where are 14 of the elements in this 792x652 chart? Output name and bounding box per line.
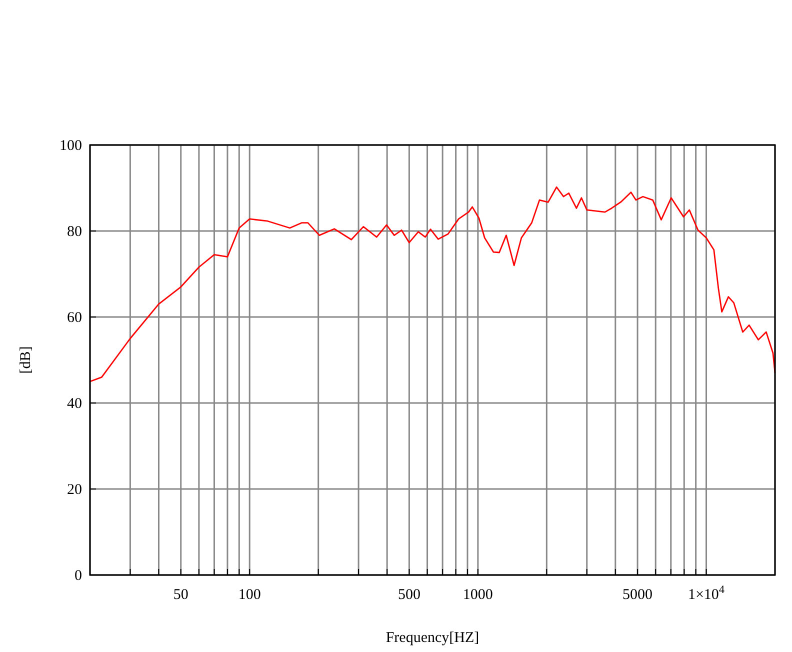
x-tick-label: 500 xyxy=(398,587,420,603)
y-tick-label: 0 xyxy=(74,568,82,584)
y-axis-title: [dB] xyxy=(18,346,34,374)
y-tick-label: 80 xyxy=(67,224,82,240)
y-tick-label: 20 xyxy=(67,482,82,498)
x-tick-label: 50 xyxy=(173,587,188,603)
x-tick-label: 100 xyxy=(238,587,261,603)
x-tick-label: 1×10$^{4}$ xyxy=(688,584,725,603)
x-tick-label: 5000 xyxy=(622,587,653,603)
x-tick-label: 1000 xyxy=(462,587,493,603)
y-tick-label: 100 xyxy=(60,138,82,154)
x-axis-title: Frequency[HZ] xyxy=(386,630,480,646)
y-tick-label: 60 xyxy=(67,310,82,326)
y-tick-label: 40 xyxy=(67,396,82,412)
